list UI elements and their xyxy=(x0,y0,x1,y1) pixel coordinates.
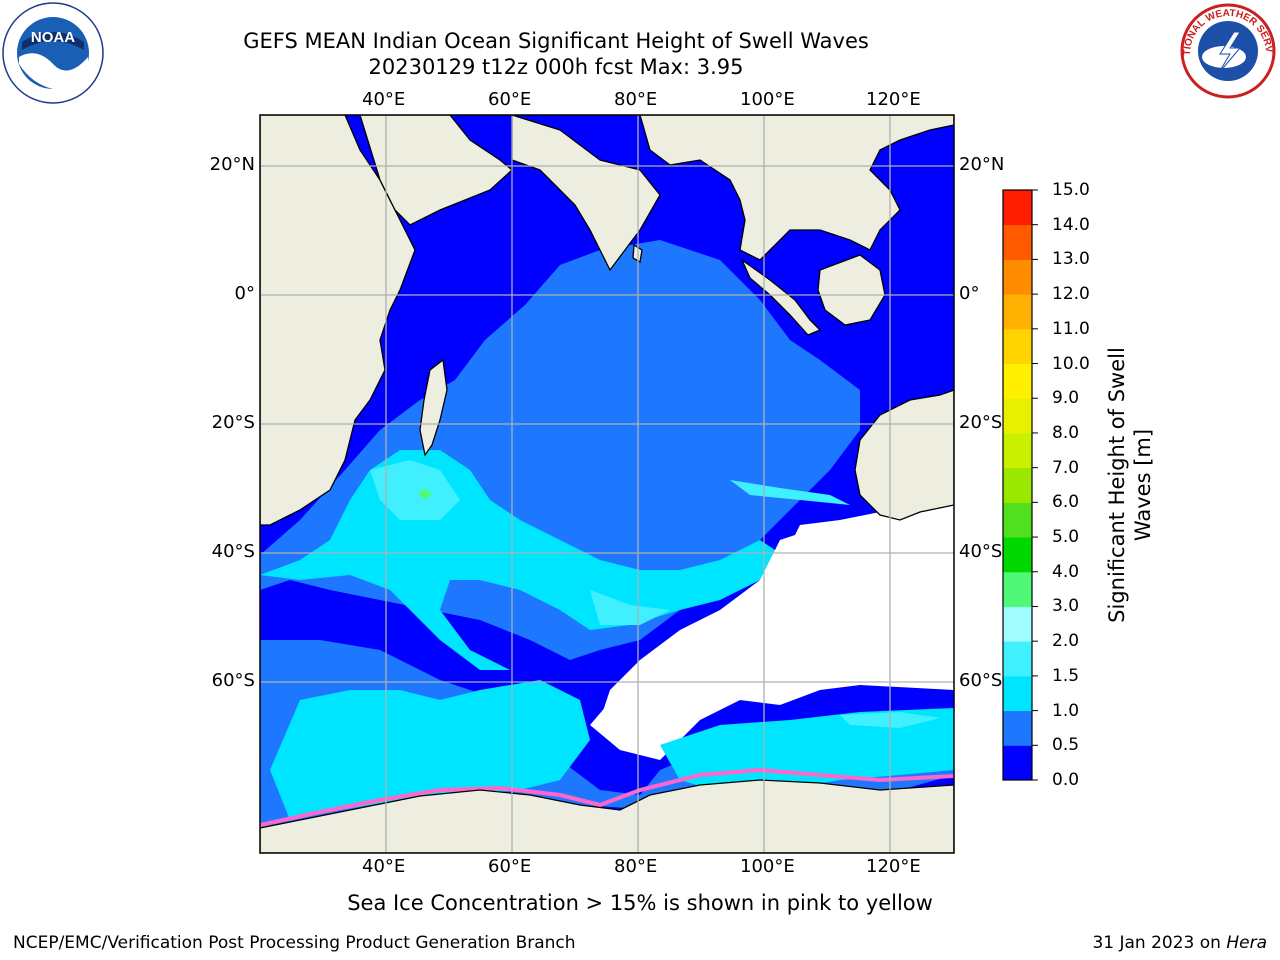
colorbar-segment xyxy=(1003,572,1032,607)
colorbar-tick-label: 9.0 xyxy=(1052,389,1079,407)
lon-tick-label-top: 80°E xyxy=(614,90,657,110)
colorbar-tick-label: 1.5 xyxy=(1052,667,1079,685)
lat-tick-label-left: 20°N xyxy=(210,155,255,175)
lon-tick-label-top: 60°E xyxy=(488,90,531,110)
colorbar xyxy=(1003,190,1032,781)
lon-tick-label-bottom: 80°E xyxy=(614,857,657,877)
colorbar-segment xyxy=(1003,259,1032,294)
colorbar-segment xyxy=(1003,433,1032,468)
lat-tick-label-right: 60°S xyxy=(959,671,1002,691)
lat-tick-label-left: 20°S xyxy=(212,413,255,433)
colorbar-tick-label: 11.0 xyxy=(1052,320,1090,338)
colorbar-segment xyxy=(1003,225,1032,260)
footer-date: 31 Jan 2023 on Hera xyxy=(1092,933,1267,953)
colorbar-tick-label: 6.0 xyxy=(1052,493,1079,511)
colorbar-tick-label: 0.0 xyxy=(1052,771,1079,789)
lat-tick-label-left: 60°S xyxy=(212,671,255,691)
colorbar-segment xyxy=(1003,711,1032,746)
colorbar-tick-label: 14.0 xyxy=(1052,216,1090,234)
lat-tick-label-right: 20°N xyxy=(959,155,1004,175)
colorbar-tick-label: 2.0 xyxy=(1052,632,1079,650)
colorbar-segment xyxy=(1003,606,1032,641)
colorbar-segment xyxy=(1003,537,1032,572)
footer-organization: NCEP/EMC/Verification Post Processing Pr… xyxy=(13,933,576,953)
lat-tick-label-left: 0° xyxy=(235,284,255,304)
colorbar-tick-label: 10.0 xyxy=(1052,355,1090,373)
colorbar-tick-label: 5.0 xyxy=(1052,528,1079,546)
sea-ice-footnote: Sea Ice Concentration > 15% is shown in … xyxy=(0,891,1280,915)
lat-tick-label-right: 20°S xyxy=(959,413,1002,433)
colorbar-tick-label: 15.0 xyxy=(1052,181,1090,199)
colorbar-tick-label: 13.0 xyxy=(1052,250,1090,268)
colorbar-tick-label: 4.0 xyxy=(1052,563,1079,581)
colorbar-tick-label: 7.0 xyxy=(1052,459,1079,477)
colorbar-segment xyxy=(1003,468,1032,503)
footer-date-text: 31 Jan 2023 on xyxy=(1092,933,1226,953)
colorbar-segment xyxy=(1003,294,1032,329)
colorbar-tick-label: 1.0 xyxy=(1052,702,1079,720)
lon-tick-label-bottom: 40°E xyxy=(362,857,405,877)
colorbar-segment xyxy=(1003,190,1032,225)
lon-tick-label-top: 100°E xyxy=(740,90,795,110)
lat-tick-label-left: 40°S xyxy=(212,542,255,562)
colorbar-tick-label: 0.5 xyxy=(1052,736,1079,754)
colorbar-segment xyxy=(1003,745,1032,780)
lon-tick-label-top: 120°E xyxy=(866,90,921,110)
colorbar-segment xyxy=(1003,676,1032,711)
colorbar-tick-label: 3.0 xyxy=(1052,597,1079,615)
colorbar-segment xyxy=(1003,329,1032,364)
lon-tick-label-bottom: 100°E xyxy=(740,857,795,877)
lat-tick-label-right: 40°S xyxy=(959,542,1002,562)
colorbar-tick-label: 8.0 xyxy=(1052,424,1079,442)
colorbar-tick-label: 12.0 xyxy=(1052,285,1090,303)
footer-machine: Hera xyxy=(1226,933,1267,953)
lon-tick-label-bottom: 120°E xyxy=(866,857,921,877)
colorbar-segment xyxy=(1003,398,1032,433)
colorbar-segment xyxy=(1003,502,1032,537)
lon-tick-label-bottom: 60°E xyxy=(488,857,531,877)
lat-tick-label-right: 0° xyxy=(959,284,979,304)
colorbar-segment xyxy=(1003,364,1032,399)
lon-tick-label-top: 40°E xyxy=(362,90,405,110)
colorbar-segment xyxy=(1003,641,1032,676)
colorbar-label: Significant Height of Swell Waves [m] xyxy=(1104,325,1156,645)
